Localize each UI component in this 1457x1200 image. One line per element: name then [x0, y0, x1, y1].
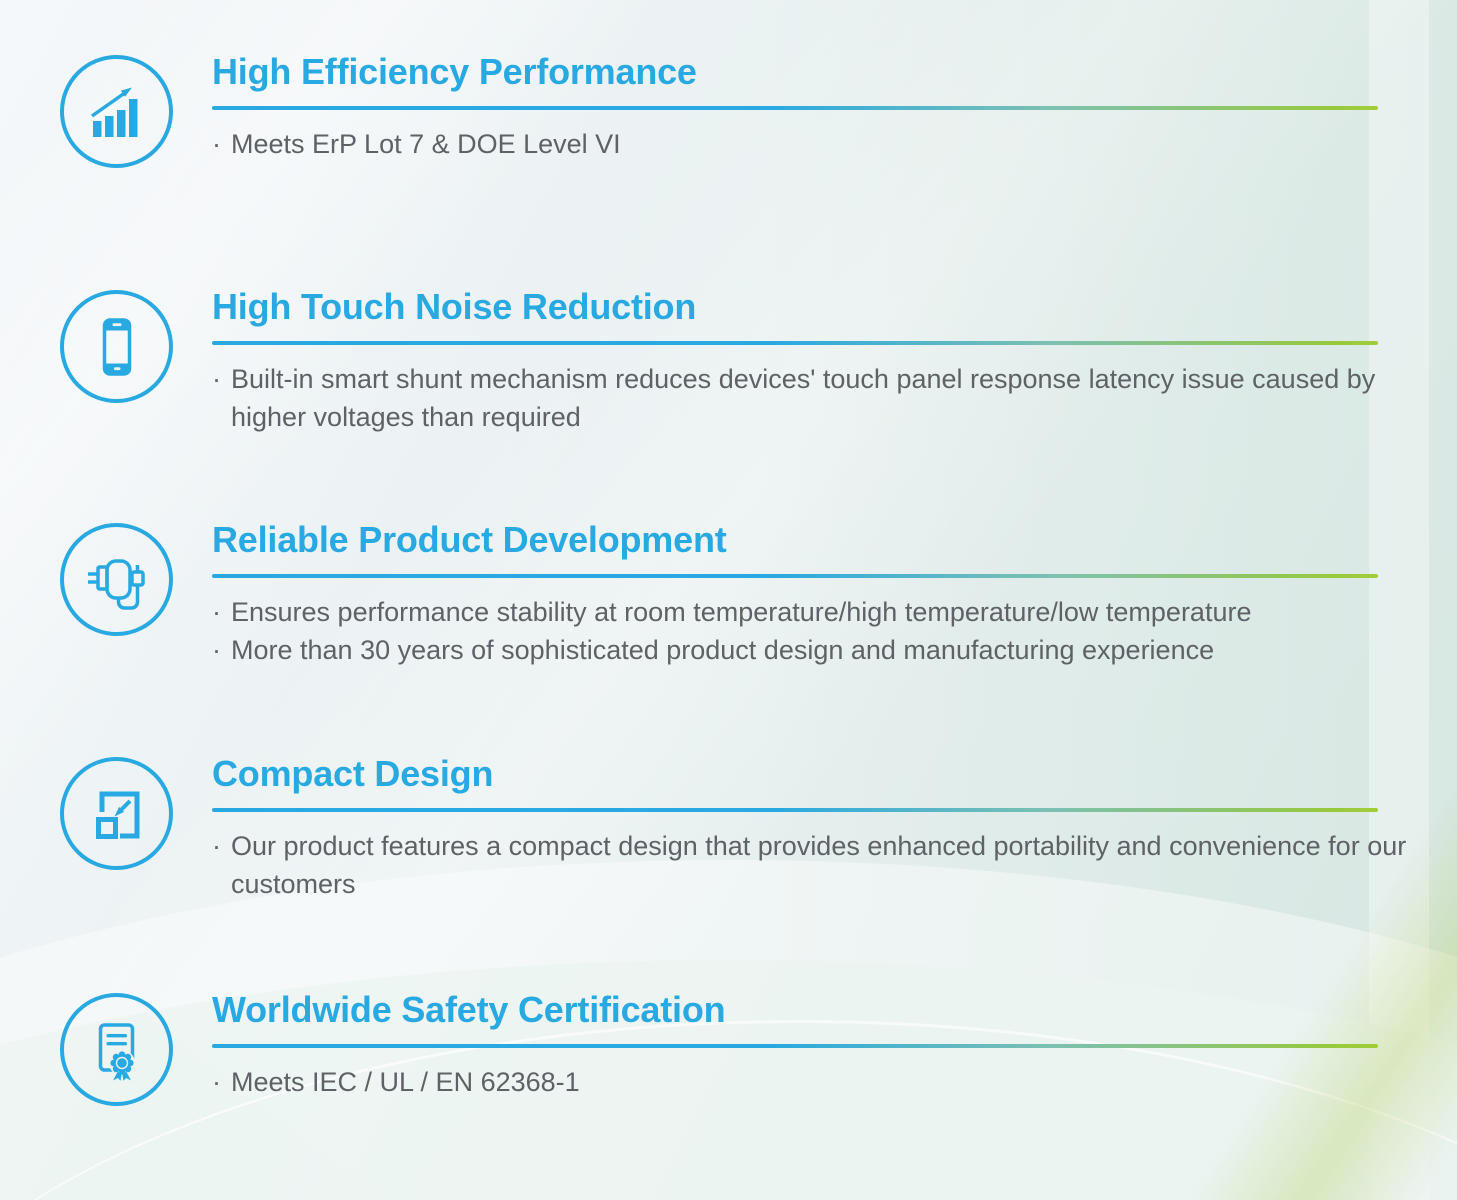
bullet-marker: · — [212, 831, 221, 861]
bullet-text: More than 30 years of sophisticated prod… — [231, 635, 1215, 665]
title-underline — [212, 341, 1378, 345]
compact-design-icon — [60, 757, 173, 870]
feature-bullets: · Ensures performance stability at room … — [212, 593, 1412, 669]
bullet-marker: · — [212, 364, 221, 394]
feature-bullets: · Meets IEC / UL / EN 62368-1 — [212, 1063, 1412, 1101]
bullet-text: Meets IEC / UL / EN 62368-1 — [231, 1067, 580, 1097]
bullet-text: Meets ErP Lot 7 & DOE Level VI — [231, 129, 621, 159]
bullet-item: · Meets IEC / UL / EN 62368-1 — [212, 1063, 1412, 1101]
smartphone-icon — [60, 290, 173, 403]
feature-section-touch-noise: High Touch Noise Reduction · Built-in sm… — [0, 285, 1457, 515]
bullet-marker: · — [212, 635, 221, 665]
bullet-item: · Our product features a compact design … — [212, 827, 1412, 903]
bullet-marker: · — [212, 1067, 221, 1097]
feature-title: High Touch Noise Reduction — [212, 286, 697, 327]
title-underline — [212, 808, 1378, 812]
feature-title: High Efficiency Performance — [212, 51, 697, 92]
bullet-item: · Meets ErP Lot 7 & DOE Level VI — [212, 125, 1412, 163]
certificate-icon — [60, 993, 173, 1106]
bar-chart-growth-icon — [60, 55, 173, 168]
bullet-marker: · — [212, 597, 221, 627]
title-underline — [212, 574, 1378, 578]
feature-title: Reliable Product Development — [212, 519, 727, 560]
bullet-text: Our product features a compact design th… — [231, 831, 1407, 899]
title-underline — [212, 1044, 1378, 1048]
bullet-item: · Built-in smart shunt mechanism reduces… — [212, 360, 1412, 436]
feature-section-compact-design: Compact Design · Our product features a … — [0, 752, 1457, 982]
bullet-marker: · — [212, 129, 221, 159]
feature-section-safety-certification: Worldwide Safety Certification · Meets I… — [0, 988, 1457, 1200]
bullet-text: Ensures performance stability at room te… — [231, 597, 1252, 627]
feature-bullets: · Our product features a compact design … — [212, 827, 1412, 903]
feature-section-reliable-development: Reliable Product Development · Ensures p… — [0, 518, 1457, 748]
title-underline — [212, 106, 1378, 110]
power-adapter-icon — [60, 523, 173, 636]
feature-title: Compact Design — [212, 753, 494, 794]
bullet-item: · Ensures performance stability at room … — [212, 593, 1412, 631]
feature-title: Worldwide Safety Certification — [212, 989, 726, 1030]
feature-bullets: · Meets ErP Lot 7 & DOE Level VI — [212, 125, 1412, 163]
bullet-text: Built-in smart shunt mechanism reduces d… — [231, 364, 1376, 432]
feature-section-high-efficiency: High Efficiency Performance · Meets ErP … — [0, 50, 1457, 280]
bullet-item: · More than 30 years of sophisticated pr… — [212, 631, 1412, 669]
feature-bullets: · Built-in smart shunt mechanism reduces… — [212, 360, 1412, 436]
